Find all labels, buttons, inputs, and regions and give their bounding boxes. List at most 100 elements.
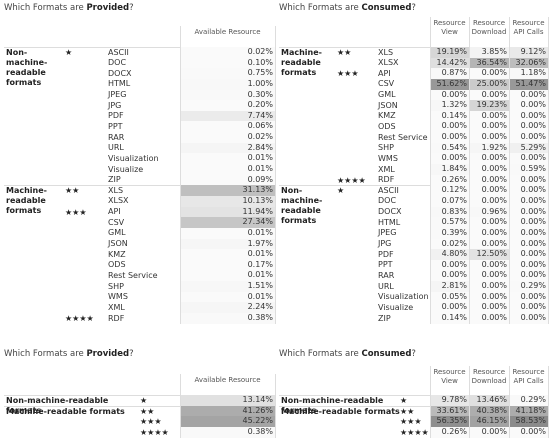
stars: ★★★ — [140, 417, 162, 427]
stars: ★ — [140, 396, 148, 405]
value-cell: 0.01% — [181, 153, 275, 165]
value-cell: 0.00% — [470, 238, 509, 250]
value-cell: 19.23% — [470, 100, 509, 111]
value-cell: 5.29% — [510, 142, 548, 154]
stars: ★★ — [400, 406, 415, 416]
value-cell: 0.01% — [181, 291, 275, 303]
stars: ★★ — [337, 48, 352, 57]
value-cell: 0.00% — [431, 153, 469, 165]
column-header: Available Resource — [194, 376, 261, 384]
format-name: WMS — [108, 292, 128, 302]
value-cell: 0.38% — [181, 313, 275, 324]
value-cell: 12.50% — [470, 249, 509, 260]
value-cell: 0.26% — [431, 426, 469, 438]
stars: ★★★★ — [65, 314, 94, 323]
value-cell: 10.13% — [181, 195, 275, 207]
value-cell: 0.29% — [510, 281, 548, 292]
format-name: RAR — [378, 270, 395, 280]
format-name: Visualize — [108, 164, 144, 174]
value-cell: 9.12% — [510, 47, 548, 58]
value-cell: 0.00% — [510, 217, 548, 228]
value-cell: 27.34% — [181, 217, 275, 228]
column-rule — [430, 17, 431, 324]
value-cell: 0.00% — [470, 281, 509, 292]
format-name: DOCX — [378, 207, 402, 217]
format-name: ASCII — [378, 185, 399, 195]
value-cell: 0.00% — [510, 313, 548, 324]
value-cell: 7.74% — [181, 110, 275, 122]
stars: ★★★ — [65, 207, 87, 217]
value-cell: 32.06% — [510, 57, 548, 69]
value-cell: 3.85% — [470, 47, 509, 58]
value-cell: 0.00% — [470, 121, 509, 133]
value-cell: 0.00% — [510, 426, 548, 438]
value-cell: 0.00% — [470, 259, 509, 271]
group-rule — [4, 405, 275, 407]
title-part: Consumed — [361, 3, 412, 13]
group-rule — [279, 47, 548, 48]
value-cell: 1.00% — [181, 78, 275, 90]
value-cell: 0.07% — [431, 195, 469, 207]
value-cell: 4.80% — [431, 249, 469, 260]
format-name: XLSX — [108, 196, 129, 206]
format-name: PDF — [108, 111, 124, 121]
column-header: Resource Download — [471, 368, 507, 385]
format-name: CSV — [108, 217, 125, 227]
group-rule — [279, 395, 548, 396]
title-part: ? — [411, 3, 416, 13]
value-cell: 46.15% — [470, 416, 509, 427]
value-cell: 0.10% — [181, 57, 275, 69]
value-cell: 0.59% — [510, 164, 548, 175]
format-name: JPEG — [378, 228, 397, 238]
value-cell: 0.01% — [181, 270, 275, 282]
value-cell: 0.00% — [470, 89, 509, 101]
value-cell: 0.00% — [431, 259, 469, 271]
value-cell: 0.57% — [431, 217, 469, 228]
value-cell: 0.00% — [470, 132, 509, 143]
format-name: ZIP — [378, 313, 391, 323]
value-cell: 41.26% — [181, 405, 275, 417]
format-name: URL — [378, 281, 394, 291]
panel-title: Which Formats are Consumed? — [279, 3, 416, 13]
column-rule — [509, 366, 510, 438]
value-cell: 0.00% — [510, 89, 548, 101]
value-cell: 56.35% — [431, 416, 469, 427]
value-cell: 0.00% — [510, 100, 548, 111]
format-name: CSV — [378, 79, 395, 89]
format-name: URL — [108, 143, 124, 153]
format-name: SHP — [108, 281, 124, 291]
format-name: API — [108, 207, 121, 217]
format-name: JPG — [378, 239, 392, 249]
column-header: Resource View — [433, 368, 466, 385]
format-name: JPEG — [108, 90, 127, 100]
format-name: PPT — [378, 260, 393, 270]
stars: ★★★★ — [400, 427, 429, 437]
group-label: Machine-readable formats — [6, 186, 47, 216]
title-part: ? — [411, 349, 416, 359]
value-cell: 25.00% — [470, 78, 509, 90]
format-name: XLS — [108, 185, 124, 195]
value-cell: 0.00% — [470, 302, 509, 313]
value-cell: 0.01% — [181, 249, 275, 260]
value-cell: 0.09% — [181, 174, 275, 186]
value-cell: 0.00% — [510, 185, 548, 196]
format-name: SHP — [378, 143, 394, 153]
value-cell: 0.02% — [431, 238, 469, 250]
group-rule — [4, 47, 275, 48]
format-name: XML — [378, 164, 395, 174]
column-rule — [469, 366, 470, 438]
value-cell: 1.51% — [181, 281, 275, 292]
value-cell: 0.00% — [431, 89, 469, 101]
value-cell: 0.29% — [510, 395, 548, 406]
value-cell: 0.00% — [470, 164, 509, 175]
value-cell: 0.00% — [470, 270, 509, 282]
value-cell: 0.00% — [470, 153, 509, 165]
value-cell: 0.00% — [510, 259, 548, 271]
value-cell: 1.97% — [181, 238, 275, 250]
value-cell: 0.38% — [181, 426, 275, 438]
format-name: HTML — [108, 79, 131, 89]
value-cell: 0.17% — [181, 259, 275, 271]
stars: ★★★ — [337, 69, 359, 79]
format-name: ODS — [108, 260, 126, 270]
format-name: Rest Service — [108, 270, 158, 280]
